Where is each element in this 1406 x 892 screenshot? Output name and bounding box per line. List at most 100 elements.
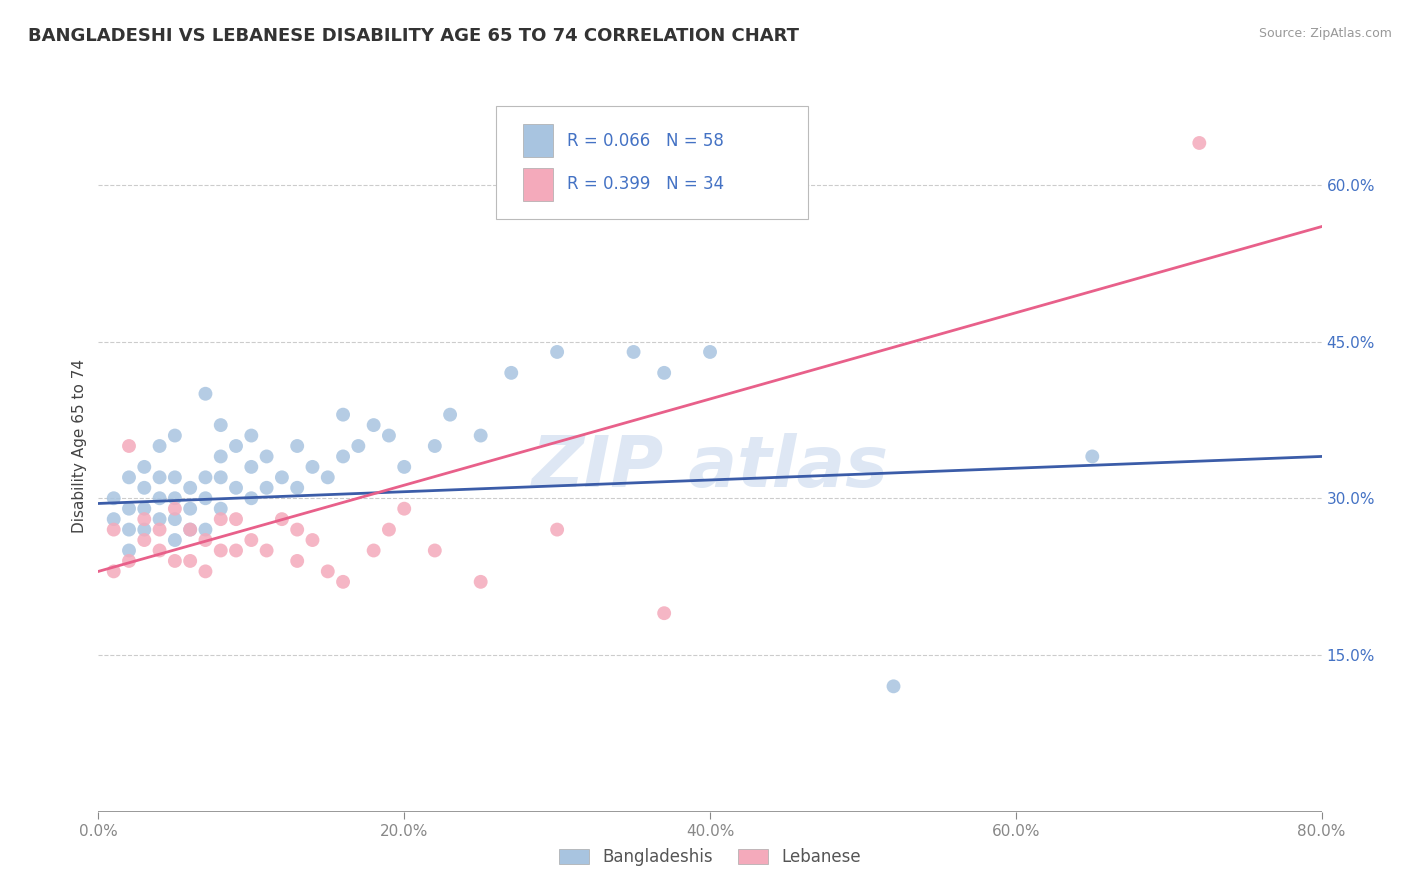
Point [1188,136,1211,150]
Point [1081,450,1104,464]
Point [163,491,186,506]
Point [546,345,568,359]
Text: BANGLADESHI VS LEBANESE DISABILITY AGE 65 TO 74 CORRELATION CHART: BANGLADESHI VS LEBANESE DISABILITY AGE 6… [28,27,799,45]
Point [225,512,247,526]
Point [103,512,125,526]
Point [134,501,156,516]
Point [134,459,156,474]
Point [149,543,172,558]
Point [439,408,461,422]
Point [270,470,292,484]
Point [285,481,308,495]
Legend: Bangladeshis, Lebanese: Bangladeshis, Lebanese [553,841,868,873]
Point [209,418,232,433]
Point [149,523,172,537]
Point [392,501,416,516]
Point [194,470,217,484]
Point [256,543,278,558]
Point [134,481,156,495]
FancyBboxPatch shape [523,124,554,157]
Point [332,408,354,422]
Point [118,439,141,453]
Point [240,491,263,506]
Point [883,679,905,693]
Point [652,366,675,380]
Point [149,439,172,453]
Point [134,533,156,547]
Point [623,345,645,359]
Point [103,565,125,579]
Point [378,428,401,442]
Point [392,459,416,474]
Point [285,439,308,453]
Point [347,439,370,453]
Point [179,501,201,516]
Point [546,523,568,537]
Point [179,481,201,495]
Point [285,523,308,537]
Point [209,512,232,526]
Point [225,543,247,558]
Point [118,523,141,537]
Point [225,481,247,495]
Point [134,523,156,537]
Point [256,450,278,464]
Point [163,470,186,484]
Point [134,512,156,526]
FancyBboxPatch shape [496,106,808,219]
Point [363,543,385,558]
Text: ZIP atlas: ZIP atlas [531,434,889,502]
Point [163,428,186,442]
Point [163,512,186,526]
Point [149,491,172,506]
Point [240,533,263,547]
Point [118,543,141,558]
Point [225,439,247,453]
Point [423,439,446,453]
Point [163,501,186,516]
Point [194,491,217,506]
Text: R = 0.399   N = 34: R = 0.399 N = 34 [567,176,724,194]
Point [240,428,263,442]
Point [209,450,232,464]
Point [118,554,141,568]
Point [118,501,141,516]
Point [332,574,354,589]
Point [423,543,446,558]
Y-axis label: Disability Age 65 to 74: Disability Age 65 to 74 [72,359,87,533]
Point [470,574,492,589]
Point [378,523,401,537]
Point [270,512,292,526]
Point [118,470,141,484]
Point [699,345,721,359]
Point [149,512,172,526]
Text: Source: ZipAtlas.com: Source: ZipAtlas.com [1258,27,1392,40]
Point [194,565,217,579]
Point [149,470,172,484]
FancyBboxPatch shape [523,168,554,201]
Point [652,606,675,620]
Point [103,523,125,537]
Point [209,543,232,558]
Point [240,459,263,474]
Point [179,554,201,568]
Text: R = 0.066   N = 58: R = 0.066 N = 58 [567,132,724,150]
Point [103,491,125,506]
Point [332,450,354,464]
Point [256,481,278,495]
Point [209,501,232,516]
Point [194,523,217,537]
Point [316,565,339,579]
Point [194,533,217,547]
Point [301,459,323,474]
Point [163,554,186,568]
Point [501,366,523,380]
Point [301,533,323,547]
Point [470,428,492,442]
Point [179,523,201,537]
Point [285,554,308,568]
Point [194,386,217,401]
Point [179,523,201,537]
Point [209,470,232,484]
Point [316,470,339,484]
